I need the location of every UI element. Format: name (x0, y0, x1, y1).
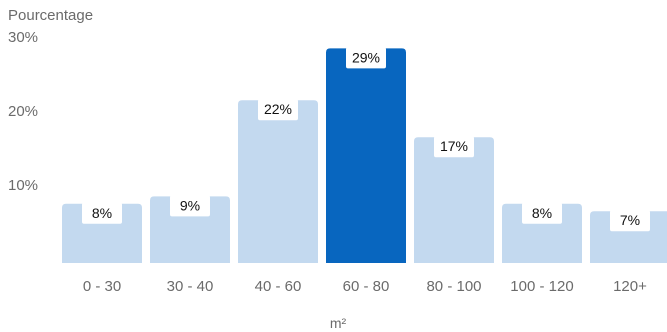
x-axis-ticks: 0 - 30 30 - 40 40 - 60 60 - 80 80 - 100 100 -… (83, 278, 647, 295)
x-tick-label: 80 - 100 (426, 278, 481, 295)
data-label-background (258, 99, 298, 121)
data-label-background (522, 202, 562, 224)
x-tick-label: 30 - 40 (167, 278, 214, 295)
data-label-background (434, 136, 474, 158)
x-tick-label: 40 - 60 (255, 278, 302, 295)
x-tick-label: 120+ (613, 278, 647, 295)
data-label: 7% (620, 212, 640, 228)
data-label-background (610, 210, 650, 232)
x-tick-label: 0 - 30 (83, 278, 121, 295)
bar-60-80 (326, 48, 406, 264)
data-label: 8% (92, 205, 112, 221)
x-tick-label: 60 - 80 (343, 278, 390, 295)
data-label-background (82, 202, 122, 224)
data-label: 17% (440, 138, 468, 154)
data-label-background (170, 195, 210, 217)
y-tick-label: 20% (8, 103, 38, 120)
y-axis-ticks: 10% 20% 30% (8, 29, 38, 194)
data-label: 22% (264, 101, 292, 117)
bars-group: 8% 9% 22% 29% 17% 8% 7% (62, 47, 667, 264)
bar-80-100 (414, 137, 494, 263)
y-axis-label: Pourcentage (8, 7, 93, 24)
x-axis-label: m² (330, 315, 347, 331)
data-label: 9% (180, 197, 200, 213)
bar-40-60 (238, 100, 318, 263)
data-label: 29% (352, 49, 380, 65)
data-label: 8% (532, 205, 552, 221)
data-label-background (346, 47, 386, 69)
x-tick-label: 100 - 120 (510, 278, 573, 295)
y-tick-label: 10% (8, 177, 38, 194)
y-tick-label: 30% (8, 29, 38, 46)
